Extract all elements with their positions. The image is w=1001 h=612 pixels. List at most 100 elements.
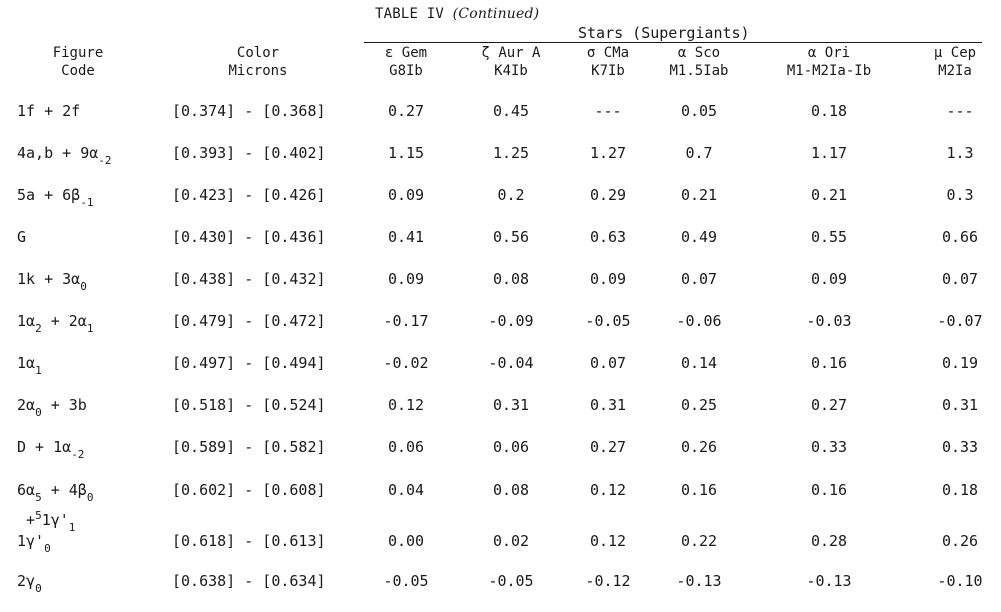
value-alpha-ori: 0.28 (810, 532, 848, 550)
value-zeta-aur: 0.06 (492, 438, 530, 456)
color-microns-header: Color Microns (198, 44, 318, 80)
value-mu-cep: 1.3 (946, 144, 974, 162)
color-range: [0.497] - [0.494] (172, 354, 326, 372)
value-zeta-aur: 0.45 (492, 102, 530, 120)
star-header-mu-cep: μ Cep M2Ia (915, 44, 995, 80)
value-sigma-cma: 1.27 (589, 144, 627, 162)
value-zeta-aur: 0.02 (492, 532, 530, 550)
value-eps-gem: 0.06 (387, 438, 425, 456)
figure-code: 1k + 3α0 (17, 270, 87, 293)
value-alpha-sco: 0.21 (680, 186, 718, 204)
star-name: ζ Aur A (481, 45, 541, 61)
value-mu-cep: 0.18 (941, 481, 979, 499)
table-row: 6α5 + 4β0 +51γ'1 [0.602] - [0.608] 0.04 … (0, 481, 1001, 534)
table-row: 1γ'0 [0.618] - [0.613] 0.00 0.02 0.12 0.… (0, 532, 1001, 572)
star-name: α Ori (807, 45, 851, 61)
table-row: 4a,b + 9α-2 [0.393] - [0.402] 1.15 1.25 … (0, 144, 1001, 184)
figure-code: 4a,b + 9α-2 (17, 144, 112, 167)
value-mu-cep: 0.07 (941, 270, 979, 288)
value-alpha-ori: 0.21 (810, 186, 848, 204)
table-row: G [0.430] - [0.436] 0.41 0.56 0.63 0.49 … (0, 228, 1001, 268)
value-zeta-aur: -0.04 (488, 354, 534, 372)
figure-code: 1α2 + 2α1 (17, 312, 94, 335)
value-alpha-ori: 0.27 (810, 396, 848, 414)
star-type: K7Ib (591, 63, 625, 79)
color-range: [0.638] - [0.634] (172, 572, 326, 590)
value-alpha-ori: 1.17 (810, 144, 848, 162)
figure-code: 5a + 6β-1 (17, 186, 94, 209)
value-alpha-sco: 0.7 (685, 144, 713, 162)
table-row: 1k + 3α0 [0.438] - [0.432] 0.09 0.08 0.0… (0, 270, 1001, 310)
color-range: [0.423] - [0.426] (172, 186, 326, 204)
value-eps-gem: 0.27 (387, 102, 425, 120)
star-header-sigma-cma: σ CMa K7Ib (563, 44, 653, 80)
value-mu-cep: 0.66 (941, 228, 979, 246)
color-range: [0.438] - [0.432] (172, 270, 326, 288)
value-alpha-ori: 0.55 (810, 228, 848, 246)
value-eps-gem: -0.05 (383, 572, 429, 590)
color-range: [0.374] - [0.368] (172, 102, 326, 120)
figure-code: 1α1 (17, 354, 42, 377)
figure-code-header: Figure Code (28, 44, 128, 80)
value-alpha-ori: 0.16 (810, 481, 848, 499)
value-alpha-ori: 0.16 (810, 354, 848, 372)
table-row: D + 1α-2 [0.589] - [0.582] 0.06 0.06 0.2… (0, 438, 1001, 478)
table-row: 1α2 + 2α1 [0.479] - [0.472] -0.17 -0.09 … (0, 312, 1001, 352)
color-range: [0.479] - [0.472] (172, 312, 326, 330)
value-alpha-sco: 0.25 (680, 396, 718, 414)
value-mu-cep: -0.10 (937, 572, 983, 590)
value-alpha-ori: -0.13 (806, 572, 852, 590)
color-range: [0.430] - [0.436] (172, 228, 326, 246)
value-eps-gem: 0.09 (387, 186, 425, 204)
color-range: [0.518] - [0.524] (172, 396, 326, 414)
value-sigma-cma: --- (594, 102, 622, 120)
value-alpha-ori: -0.03 (806, 312, 852, 330)
star-header-zeta-aur: ζ Aur A K4Ib (466, 44, 556, 80)
value-sigma-cma: -0.12 (585, 572, 631, 590)
value-alpha-sco: -0.06 (676, 312, 722, 330)
value-zeta-aur: 0.56 (492, 228, 530, 246)
value-zeta-aur: -0.05 (488, 572, 534, 590)
value-sigma-cma: 0.63 (589, 228, 627, 246)
value-sigma-cma: 0.12 (589, 532, 627, 550)
value-alpha-sco: 0.22 (680, 532, 718, 550)
star-name: ε Gem (384, 45, 428, 61)
value-mu-cep: --- (946, 102, 974, 120)
star-name: σ CMa (586, 45, 630, 61)
table-row: 5a + 6β-1 [0.423] - [0.426] 0.09 0.2 0.2… (0, 186, 1001, 226)
color-range: [0.602] - [0.608] (172, 481, 326, 499)
figure-code: 1f + 2f (17, 102, 81, 120)
value-zeta-aur: 1.25 (492, 144, 530, 162)
figure-code: 2α0 + 3b (17, 396, 87, 419)
value-eps-gem: 0.04 (387, 481, 425, 499)
value-alpha-sco: 0.49 (680, 228, 718, 246)
value-eps-gem: 0.41 (387, 228, 425, 246)
value-sigma-cma: 0.12 (589, 481, 627, 499)
value-alpha-sco: -0.13 (676, 572, 722, 590)
group-header: Stars (Supergiants) (578, 24, 750, 42)
color-header-line2: Microns (228, 63, 288, 79)
value-zeta-aur: 0.31 (492, 396, 530, 414)
star-type: M2Ia (938, 63, 972, 79)
value-eps-gem: -0.02 (383, 354, 429, 372)
star-type: M1.5Iab (669, 63, 729, 79)
table-title: TABLE IV (Continued) (375, 6, 539, 22)
value-mu-cep: -0.07 (937, 312, 983, 330)
table-row: 1f + 2f [0.374] - [0.368] 0.27 0.45 --- … (0, 102, 1001, 142)
figure-code: D + 1α-2 (17, 438, 85, 461)
star-header-eps-gem: ε Gem G8Ib (361, 44, 451, 80)
star-type: M1-M2Ia-Ib (786, 63, 872, 79)
value-alpha-ori: 0.33 (810, 438, 848, 456)
value-mu-cep: 0.31 (941, 396, 979, 414)
table-title-label: TABLE IV (375, 6, 445, 22)
color-header-line1: Color (236, 45, 280, 61)
figure-code: G (17, 228, 27, 246)
value-mu-cep: 0.19 (941, 354, 979, 372)
value-sigma-cma: 0.31 (589, 396, 627, 414)
value-sigma-cma: 0.09 (589, 270, 627, 288)
figure-code: 2γ0 (17, 572, 42, 595)
value-mu-cep: 0.3 (946, 186, 974, 204)
figure-header-line1: Figure (52, 45, 104, 61)
star-type: K4Ib (494, 63, 528, 79)
value-zeta-aur: 0.2 (497, 186, 525, 204)
